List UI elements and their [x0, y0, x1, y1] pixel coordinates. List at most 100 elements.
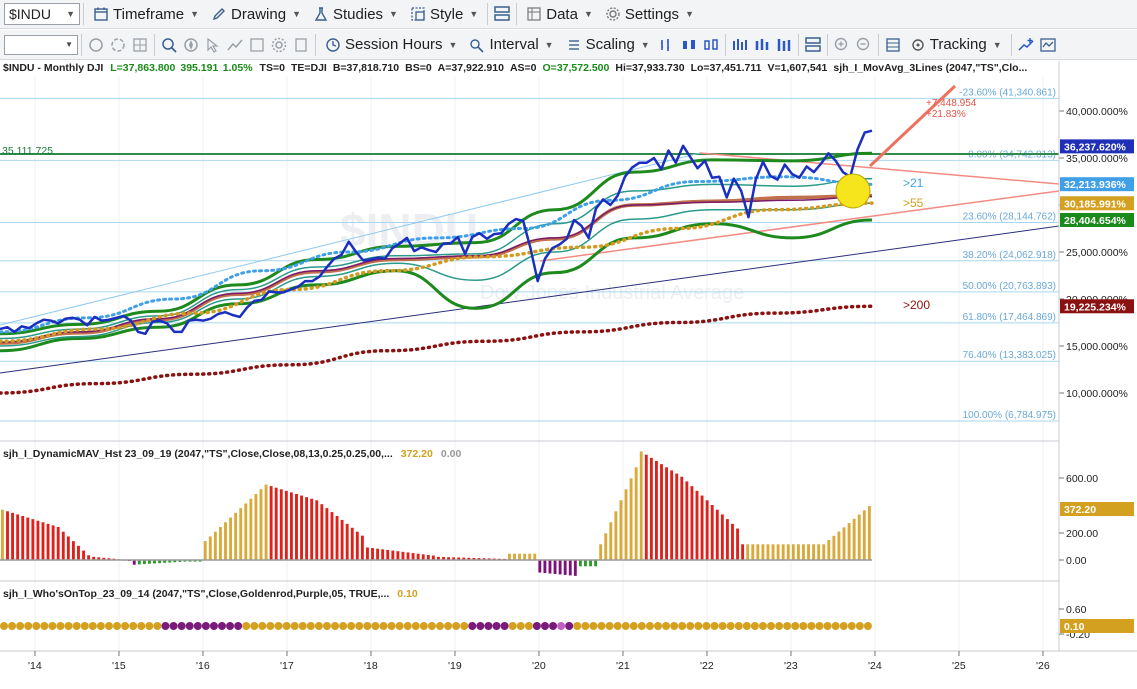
volume-bars-icon[interactable] [731, 36, 749, 54]
dots-title: sjh_I_Who'sOnTop_23_09_14 (2047,"TS",Clo… [3, 588, 389, 600]
reload-icon[interactable] [109, 36, 127, 54]
line-chart-icon[interactable] [226, 36, 244, 54]
histogram-bar [259, 489, 263, 560]
chart-area[interactable]: $INDU - Monthly DJI L=37,863.800 395.191 1… [0, 61, 1137, 689]
histogram-bar [634, 467, 638, 560]
who-on-top-dot [637, 622, 646, 630]
svg-text:sjh_I_DynamicMAV_Hst 23_09_19: sjh_I_DynamicMAV_Hst 23_09_19 (2047,"TS"… [3, 448, 461, 460]
drawing-button[interactable]: Drawing ▼ [205, 2, 307, 26]
histogram-bar [77, 545, 80, 560]
fib-label: 23.60% (28,144.762) [963, 211, 1056, 222]
interval-button[interactable]: Interval ▼ [463, 33, 559, 57]
bars-icon[interactable] [753, 36, 771, 54]
time-tick-label: '17 [280, 660, 294, 672]
histogram-bar [315, 500, 319, 560]
data-grid-icon [527, 7, 541, 21]
chart-canvas[interactable]: $INDU - Monthly DJI L=37,863.800 395.191 1… [0, 61, 1137, 689]
settings-button[interactable]: Settings ▼ [599, 2, 700, 26]
who-on-top-dot [863, 622, 872, 630]
performance-icon[interactable] [1039, 36, 1057, 54]
zoom-in-icon[interactable] [833, 36, 851, 54]
who-on-top-dot [363, 622, 372, 630]
histogram-bar [477, 558, 481, 560]
who-on-top-dot [589, 622, 598, 630]
histogram-bar [31, 519, 35, 560]
gear-icon[interactable] [270, 36, 288, 54]
style-label: Style [429, 5, 464, 23]
histogram-bar [817, 544, 821, 560]
highlight-circle [835, 173, 871, 209]
histogram-bar [685, 481, 689, 560]
histogram-bar [548, 560, 552, 574]
layout-icon[interactable] [804, 36, 822, 54]
price-badge-label: 28,404.654% [1064, 215, 1127, 227]
histogram-bar [736, 528, 739, 560]
refresh-icon[interactable] [87, 36, 105, 54]
histogram-bar [518, 553, 521, 560]
timeframe-button[interactable]: Timeframe ▼ [87, 2, 205, 26]
data-window-icon[interactable] [248, 36, 266, 54]
who-on-top-dot [565, 622, 574, 630]
session-hours-label: Session Hours [345, 36, 443, 53]
histogram-bar [6, 511, 9, 560]
low-price: Lo=37,451.711 [691, 62, 762, 74]
histogram-bar [781, 544, 785, 560]
who-on-top-dot [274, 622, 283, 630]
add-chart-icon[interactable] [1017, 36, 1035, 54]
who-on-top-dot [322, 622, 331, 630]
grid-icon[interactable] [131, 36, 149, 54]
cursor-icon[interactable] [204, 36, 222, 54]
histogram-bar [21, 516, 25, 560]
symbol-description: $INDU - Monthly DJI [3, 62, 103, 74]
columns-icon[interactable] [775, 36, 793, 54]
histogram-bar [239, 508, 243, 560]
compass-icon[interactable] [182, 36, 200, 54]
session-hours-button[interactable]: Session Hours ▼ [319, 33, 463, 57]
histogram-bar [842, 527, 846, 560]
histogram-bar [584, 560, 587, 567]
gear-icon [606, 7, 620, 21]
histogram-bar [92, 556, 96, 560]
ma55-line [0, 201, 874, 344]
histogram-bar [391, 550, 395, 560]
zoom-out-icon[interactable] [855, 36, 873, 54]
scaling-button[interactable]: Scaling ▼ [560, 33, 656, 57]
calendar-icon [94, 7, 108, 21]
histogram-bar [274, 487, 278, 560]
price-tick-label: 15,000.000% [1066, 341, 1128, 353]
who-on-top-dot [250, 622, 259, 630]
histogram-bar [401, 551, 405, 560]
histogram-bar [675, 473, 679, 560]
price-line [0, 129, 873, 336]
who-on-top-dot [452, 622, 461, 630]
price-badge-label: 19,225.234% [1064, 301, 1127, 313]
data-table-icon[interactable] [884, 36, 902, 54]
watermark-symbol: $INDU [340, 204, 478, 256]
time-tick-label: '16 [196, 660, 210, 672]
who-on-top-dot [573, 622, 582, 630]
histogram-bar [173, 560, 177, 563]
zoom-chart-icon[interactable] [160, 36, 178, 54]
who-on-top-dot [169, 622, 178, 630]
account-select[interactable]: ▼ [4, 34, 78, 55]
data-button[interactable]: Data ▼ [520, 2, 599, 26]
style-button[interactable]: Style ▼ [404, 2, 484, 26]
tracking-button[interactable]: Tracking ▼ [904, 33, 1008, 57]
chevron-down-icon[interactable]: ▼ [66, 9, 75, 19]
price-tick-label: 25,000.000% [1066, 247, 1128, 259]
bar-chart-icon[interactable] [658, 36, 676, 54]
who-on-top-dot [597, 622, 606, 630]
histogram-bar [437, 556, 440, 560]
layout-icon[interactable] [493, 5, 511, 23]
print-icon[interactable] [292, 36, 310, 54]
bid-price: B=37,818.710 [333, 62, 399, 74]
histogram-bar [229, 517, 233, 560]
scaling-label: Scaling [585, 36, 635, 53]
hollow-candle-icon[interactable] [702, 36, 720, 54]
chevron-down-icon: ▼ [190, 9, 200, 19]
histogram-bar [416, 553, 420, 560]
symbol-input[interactable]: $INDU ▼ [4, 3, 80, 25]
histogram-bar [376, 548, 380, 560]
candlestick-icon[interactable] [680, 36, 698, 54]
studies-button[interactable]: Studies ▼ [307, 2, 404, 26]
